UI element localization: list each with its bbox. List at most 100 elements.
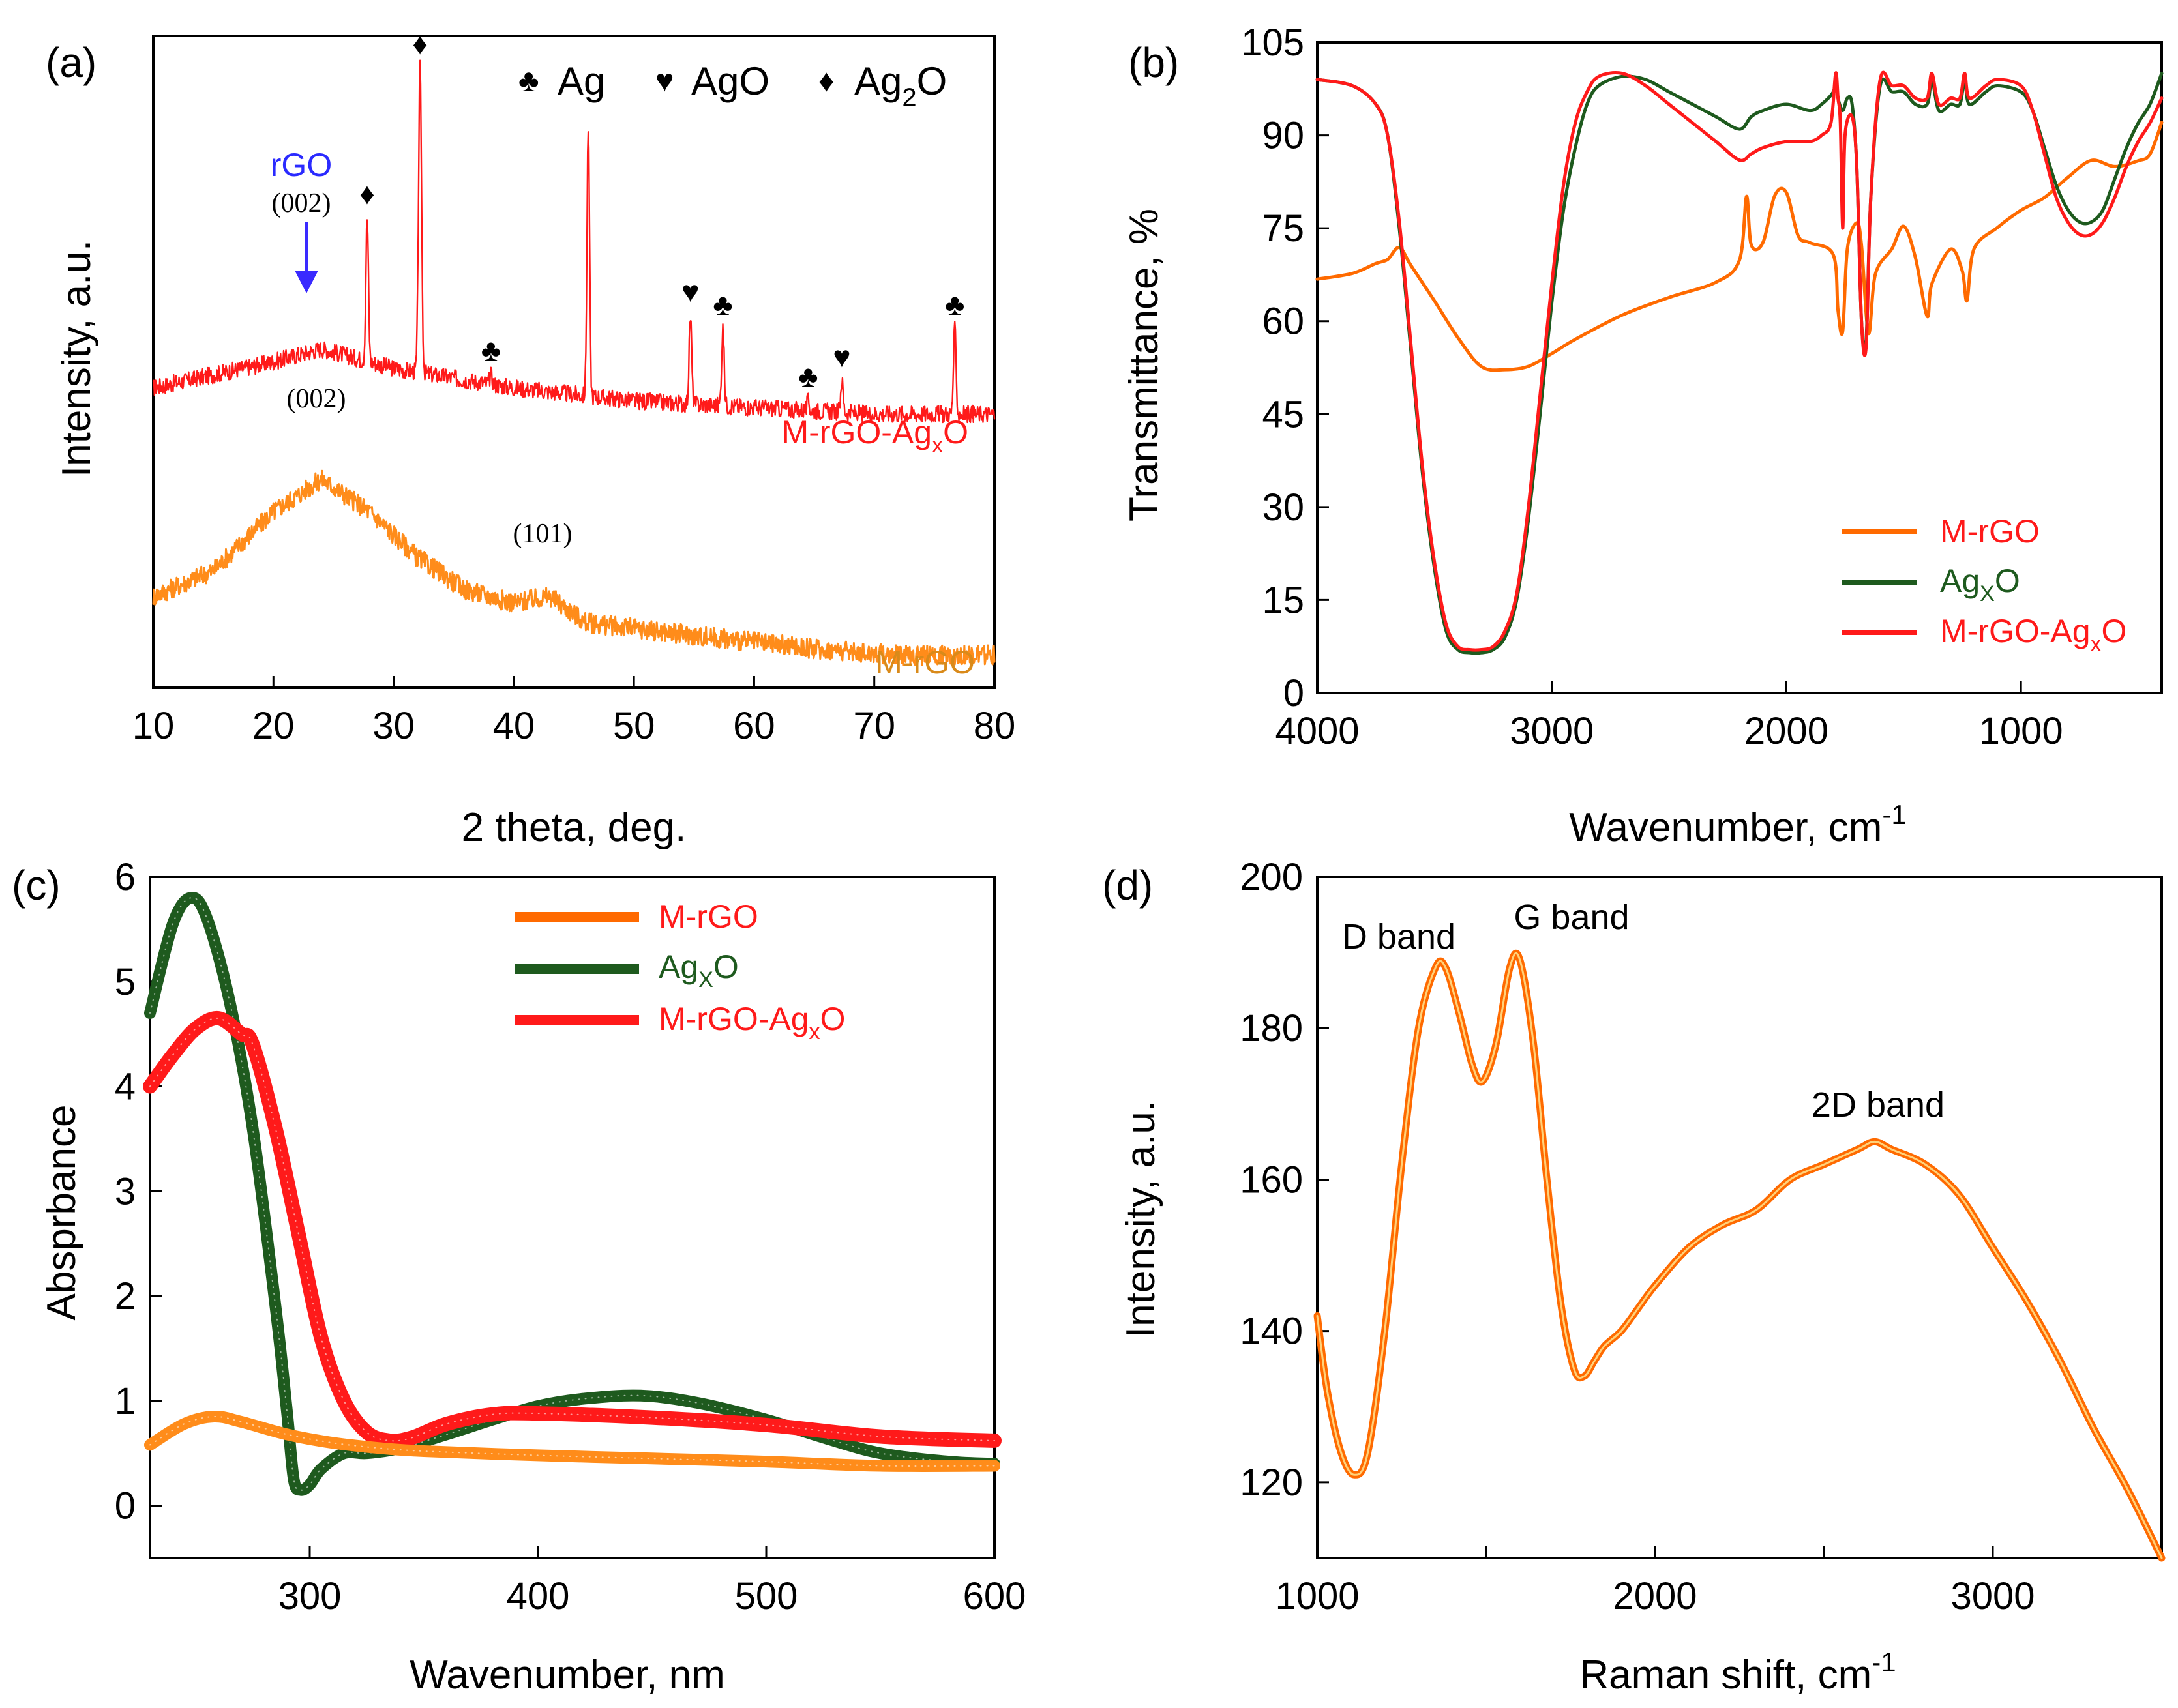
svg-text:AgXO: AgXO [659,949,739,992]
peak-marker: ♣ [945,287,964,321]
panel-b-ytick-label: 15 [1262,579,1304,621]
series-label-mrgo-agxo-sub: x [932,433,943,458]
legend-label-agxo-sub: X [698,967,713,992]
panel-b-xlabel: Wavenumber, cm [1569,805,1882,850]
series-line-m-rgo [1315,121,2164,372]
annotation-d-band: D band [1342,917,1455,956]
panel-b-ylabel: Transmittance, % [1122,209,1167,522]
legend-label-agxo: Ag [659,949,698,985]
panel-d-xtick-label: 2000 [1613,1575,1697,1617]
legend-label-mrgo-agxo-sub: x [809,1020,820,1044]
annotation-002-bottom: (002) [287,384,346,414]
panel-c-xlabel: Wavenumber, nm [410,1653,725,1698]
panel-c-ytick-label: 5 [115,961,136,1003]
legend-ag-symbol: ♣ [518,64,539,98]
panel-a-label: (a) [46,39,97,86]
legend-label-agxo-tail: O [713,949,739,985]
panel-c-ytick-label: 1 [115,1380,136,1422]
panel-d-ytick-label: 120 [1240,1462,1303,1504]
panel-b-legend: M-rGO AgXO M-rGO-AgxO [1842,513,2126,656]
series-label-mrgo: M-rGO [875,644,975,681]
legend-ago-label: AgO [691,59,769,103]
panel-d-xlabel: Raman shift, cm [1579,1653,1872,1698]
panel-c-frame [149,876,996,1559]
annotation-002-top: (002) [272,188,331,218]
panel-b-xlabel-sup: -1 [1882,799,1906,830]
panel-c-xtick-label: 400 [507,1575,570,1617]
legend-label-mrgo: M-rGO [1940,513,2040,550]
legend-label-mrgo-agxo-tail: O [820,1001,846,1037]
panel-d-raman: (d) 1000 2000 3000 120 140 160 180 200 Raman sh… [1102,856,2166,1698]
panel-d-label: (d) [1102,862,1153,909]
panel-c-legend: M-rGO AgXO M-rGO-AgxO [515,898,845,1044]
series-band-m-rgo-agxo [143,1010,1002,1449]
panel-a-ylabel: Intensity, a.u. [54,240,99,477]
panel-b-xtick-label: 3000 [1510,710,1594,752]
panel-b-ftir: (b) 4000 3000 2000 1000 0 15 30 45 60 75 90 105 Wav… [1122,22,2164,850]
panel-c-ylabel: Absprbance [39,1105,84,1321]
panel-c-xtick-label: 600 [963,1575,1026,1617]
series-band-agxo [144,892,1000,1496]
series-band-raman [1313,949,2166,1562]
panel-c-ytick-label: 2 [115,1275,136,1318]
panel-d-frame [1316,876,2163,1559]
peak-marker: ♣ [481,333,501,367]
annotation-rgo: rGO [271,147,332,183]
legend-ag2o-sub: 2 [902,83,916,112]
legend-ag2o-tail: O [917,59,947,103]
series-dots-m-rgo-agxo [149,1017,995,1442]
panel-a-xlabel: 2 theta, deg. [462,805,687,850]
panel-d-xtick-label: 1000 [1275,1575,1359,1617]
peak-marker: ♣ [798,359,818,393]
legend-label-agxo: Ag [1940,563,1980,599]
panel-c-ytick-label: 3 [115,1170,136,1213]
panel-b-xtick-label: 2000 [1744,710,1828,752]
panel-b-xtick-label: 4000 [1275,710,1359,752]
panel-b-ytick-label: 0 [1283,672,1304,714]
panel-c-ytick-label: 4 [115,1066,136,1108]
panel-c-xtick-label: 300 [278,1575,342,1617]
legend-label-agxo-tail: O [1995,563,2020,599]
legend-ago-symbol: ♥ [655,64,674,98]
series-label-mrgo-agxo-tail: O [943,414,968,450]
peak-marker: ♦ [412,27,427,61]
panel-c-xtick-label: 500 [735,1575,798,1617]
series-label-mrgo-agxo: M-rGO-Ag [782,414,932,450]
panel-d-ylabel: Intensity, a.u. [1118,1100,1163,1338]
peak-marker: ♦ [359,177,374,211]
panel-b-ytick-label: 75 [1262,207,1304,250]
panel-c-uvvis: (c) 300 400 500 600 0 1 2 3 4 5 6 Wavenumber, nm A… [12,856,1026,1698]
annotation-g-band: G band [1514,898,1629,937]
series-line-m-rgo-agxo [1315,70,2164,652]
series-line-m-rgo [152,469,996,666]
peak-marker: ♥ [833,340,850,374]
panel-d-ytick-label: 160 [1240,1158,1303,1201]
svg-text:Ag2O: Ag2O [854,59,947,112]
legend-label-mrgo: M-rGO [659,898,758,935]
series-dots-m-rgo [149,1415,995,1467]
panel-a-xtick-label: 40 [493,705,535,747]
panel-a-legend: ♣ Ag ♥ AgO ♦ Ag2O [518,59,947,112]
svg-text:M-rGO-AgxO: M-rGO-AgxO [1940,613,2126,656]
panel-a-xtick-label: 20 [252,705,295,747]
annotation-101: (101) [513,519,573,549]
annotation-2d-band: 2D band [1812,1085,1945,1125]
panel-c-ytick-label: 6 [115,856,136,898]
panel-a-xtick-label: 80 [974,705,1016,747]
panel-a-xtick-label: 10 [132,705,175,747]
series-line-m-rgo-agxo [152,59,996,424]
svg-text:Raman shift, cm-1: Raman shift, cm-1 [1579,1647,1896,1698]
panel-b-ytick-label: 30 [1262,486,1304,529]
panel-a-xtick-label: 70 [853,705,895,747]
panel-d-ytick-label: 200 [1240,856,1303,898]
panel-a-xrd: (a) 10 20 30 40 50 60 70 80 2 theta, deg. Inten… [46,27,1015,850]
panel-d-ytick-label: 180 [1240,1007,1303,1050]
panel-b-xtick-label: 1000 [1979,710,2063,752]
panel-a-xtick-label: 60 [733,705,775,747]
peak-marker: ♥ [681,274,699,308]
panel-b-ytick-label: 45 [1262,393,1304,435]
panel-b-ytick-label: 60 [1262,301,1304,343]
legend-ag-label: Ag [558,59,605,103]
svg-text:M-rGO-AgxO: M-rGO-AgxO [659,1001,845,1044]
